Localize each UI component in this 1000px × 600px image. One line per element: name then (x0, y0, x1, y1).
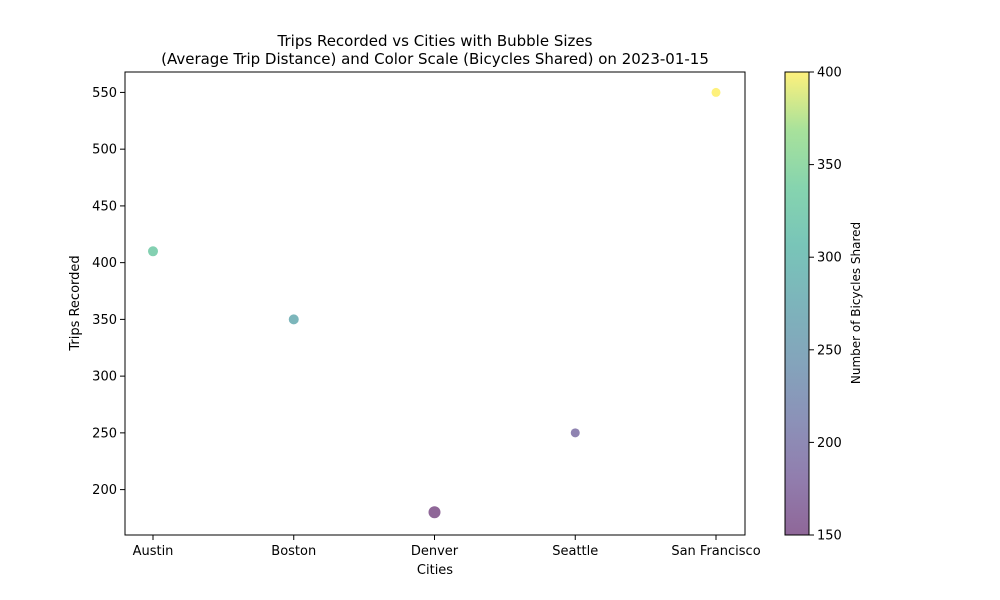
colorbar-tick-label: 250 (817, 343, 842, 358)
y-tick-label: 550 (92, 86, 117, 101)
x-tick-label: San Francisco (671, 544, 760, 559)
x-axis-ticks: Austin Boston Denver Seattle San Francisco (133, 535, 761, 559)
colorbar-tick-label: 400 (817, 66, 842, 81)
colorbar-gradient (785, 72, 809, 535)
colorbar-tick-label: 200 (817, 436, 842, 451)
y-tick-label: 300 (92, 370, 117, 385)
plot-area: 200 250 300 350 400 450 500 550 Austin Boston Den… (92, 71, 761, 559)
data-point-denver (428, 506, 441, 519)
y-tick-label: 450 (92, 199, 117, 214)
y-axis-ticks: 200 250 300 350 400 450 500 550 (92, 86, 125, 498)
data-points (148, 87, 721, 519)
y-tick-label: 400 (92, 256, 117, 271)
x-tick-label: Seattle (552, 544, 598, 559)
y-tick-label: 200 (92, 483, 117, 498)
data-point-boston (288, 314, 299, 325)
x-tick-label: Denver (411, 544, 459, 559)
colorbar-frame (784, 71, 810, 536)
y-axis-label: Trips Recorded (68, 255, 83, 351)
colorbar-tick-label: 300 (817, 251, 842, 266)
colorbar-label: Number of Bicycles Shared (849, 222, 863, 384)
colorbar-tick-label: 150 (817, 529, 842, 544)
y-tick-label: 500 (92, 143, 117, 158)
y-tick-label: 250 (92, 426, 117, 441)
data-point-san-francisco (711, 87, 721, 97)
colorbar-tick-label: 350 (817, 158, 842, 173)
chart-title-line1: Trips Recorded vs Cities with Bubble Siz… (277, 32, 593, 50)
data-point-seattle (570, 428, 580, 438)
colorbar: 150 200 250 300 350 400 Number of Bicycles Sh… (784, 66, 863, 544)
x-tick-label: Austin (133, 544, 174, 559)
x-tick-label: Boston (271, 544, 316, 559)
y-tick-label: 350 (92, 313, 117, 328)
data-point-austin (148, 246, 158, 257)
chart-title-line2: (Average Trip Distance) and Color Scale … (161, 50, 709, 68)
plot-frame (124, 71, 746, 536)
colorbar-ticks: 150 200 250 300 350 400 (809, 66, 842, 544)
x-axis-label: Cities (417, 563, 453, 578)
